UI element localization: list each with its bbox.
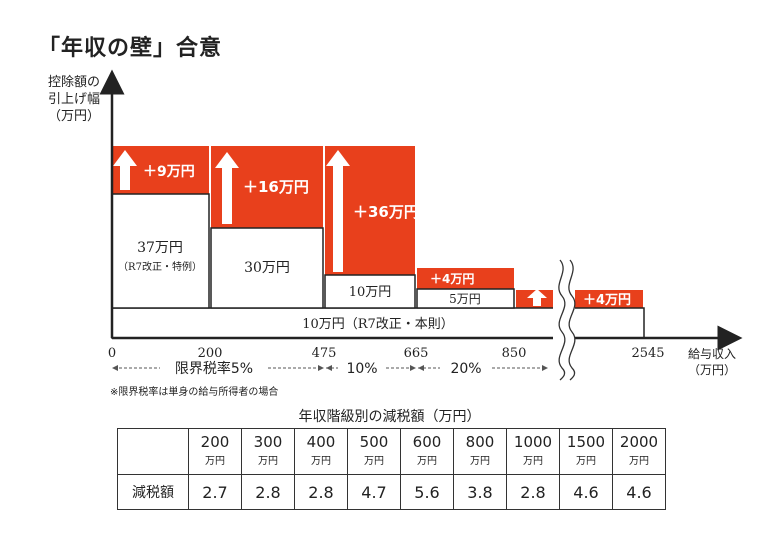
unit-label: 万円 (470, 455, 490, 467)
y-axis-label-line: （万円） (47, 109, 100, 124)
income-value: 300 (253, 432, 283, 451)
value-cell: 4.6 (612, 474, 666, 510)
block-37 (111, 193, 210, 309)
income-value: 400 (306, 432, 336, 451)
unit-label: 万円 (364, 455, 384, 467)
increase-label: ＋36万円 (353, 203, 419, 221)
income-header-cell: 400 万円 (294, 428, 348, 475)
table-corner-cell (117, 428, 189, 475)
block-label: 37万円 (137, 240, 183, 256)
income-value: 600 (412, 432, 442, 451)
rate-label: 20% (450, 361, 481, 377)
up-arrow-icon (113, 150, 137, 190)
value-cell: 5.6 (400, 474, 454, 510)
value-cell: 2.7 (188, 474, 242, 510)
unit-label: 万円 (258, 455, 278, 467)
income-header-cell: 500 万円 (347, 428, 401, 475)
rate-label: 限界税率5% (175, 360, 253, 377)
value-cell: 2.8 (294, 474, 348, 510)
range-arrow-icon (418, 365, 424, 371)
x-tick-label: 2545 (631, 346, 664, 361)
value-cell: 4.7 (347, 474, 401, 510)
block-10 (324, 274, 416, 309)
income-value: 500 (359, 432, 389, 451)
income-header-cell: 1000 万円 (506, 428, 560, 475)
range-arrow-icon (112, 365, 118, 371)
range-arrow-icon (410, 365, 416, 371)
x-tick-label: 200 (198, 346, 223, 361)
x-axis-label: （万円） (688, 363, 736, 377)
up-arrow-icon (326, 150, 350, 272)
rate-label: 10% (346, 361, 377, 377)
table-row: 減税額 2.7 2.8 2.8 4.7 5.6 3.8 2.8 4.6 4.6 (117, 474, 666, 510)
income-value: 800 (465, 432, 495, 451)
base-block-label: 10万円（R7改正・本則） (302, 317, 454, 332)
y-axis-label-line: 控除額の (47, 75, 100, 90)
increase-label: ＋4万円 (583, 293, 631, 308)
x-axis-label: 給与収入 (688, 347, 736, 361)
income-value: 2000 (619, 432, 659, 451)
income-value: 1000 (513, 432, 553, 451)
increase-label: ＋4万円 (430, 272, 474, 286)
block-label: 30万円 (244, 260, 290, 276)
y-axis-label: 控除額の 引上げ幅 （万円） (38, 74, 110, 125)
x-tick-label: 665 (404, 346, 429, 361)
up-arrow-icon (527, 289, 547, 306)
increase-region (516, 290, 643, 308)
footnote: ※限界税率は単身の給与所得者の場合 (110, 387, 279, 398)
block-label: 10万円 (349, 285, 392, 300)
x-tick-label: 850 (502, 346, 527, 361)
income-header-cell: 800 万円 (453, 428, 507, 475)
block-label: 5万円 (449, 292, 481, 306)
axis-break-line (558, 259, 566, 381)
x-tick-label: 0 (108, 346, 116, 361)
block-30 (210, 227, 324, 309)
unit-label: 万円 (629, 455, 649, 467)
income-header-cell: 200 万円 (188, 428, 242, 475)
block-label: （R7改正・特例） (118, 260, 202, 273)
range-arrow-icon (542, 365, 548, 371)
table-header-row: 200 万円 300 万円 400 万円 500 万円 600 万円 800 万円 1000… (117, 428, 666, 475)
block-5 (416, 288, 515, 309)
page-title: 「年収の壁」合意 (38, 36, 223, 61)
row-label: 減税額 (117, 474, 189, 510)
value-cell: 3.8 (453, 474, 507, 510)
income-header-cell: 2000 万円 (612, 428, 666, 475)
diagram: ＋9万円 ＋16万円 ＋36万円 ＋4万円 ＋4万円 37万円 （R7改正・特例… (99, 69, 743, 381)
up-arrow-icon (215, 152, 239, 224)
x-tick-label: 475 (312, 346, 337, 361)
range-arrow-icon (326, 365, 332, 371)
tax-reduction-table: 200 万円 300 万円 400 万円 500 万円 600 万円 800 万円 1000… (117, 428, 666, 510)
unit-label: 万円 (523, 455, 543, 467)
income-value: 1500 (566, 432, 606, 451)
table-title: 年収階級別の減税額（万円） (298, 409, 481, 425)
unit-label: 万円 (205, 455, 225, 467)
income-header-cell: 300 万円 (241, 428, 295, 475)
value-cell: 4.6 (559, 474, 613, 510)
income-header-cell: 1500 万円 (559, 428, 613, 475)
increase-region (417, 268, 514, 289)
increase-label: ＋16万円 (243, 178, 309, 196)
axis-break-line (568, 259, 576, 381)
range-arrow-icon (318, 365, 324, 371)
unit-label: 万円 (576, 455, 596, 467)
unit-label: 万円 (417, 455, 437, 467)
value-cell: 2.8 (506, 474, 560, 510)
increase-label: ＋9万円 (143, 164, 195, 180)
y-axis-label-line: 引上げ幅 (47, 92, 100, 107)
unit-label: 万円 (311, 455, 331, 467)
income-header-cell: 600 万円 (400, 428, 454, 475)
income-value: 200 (200, 432, 230, 451)
value-cell: 2.8 (241, 474, 295, 510)
